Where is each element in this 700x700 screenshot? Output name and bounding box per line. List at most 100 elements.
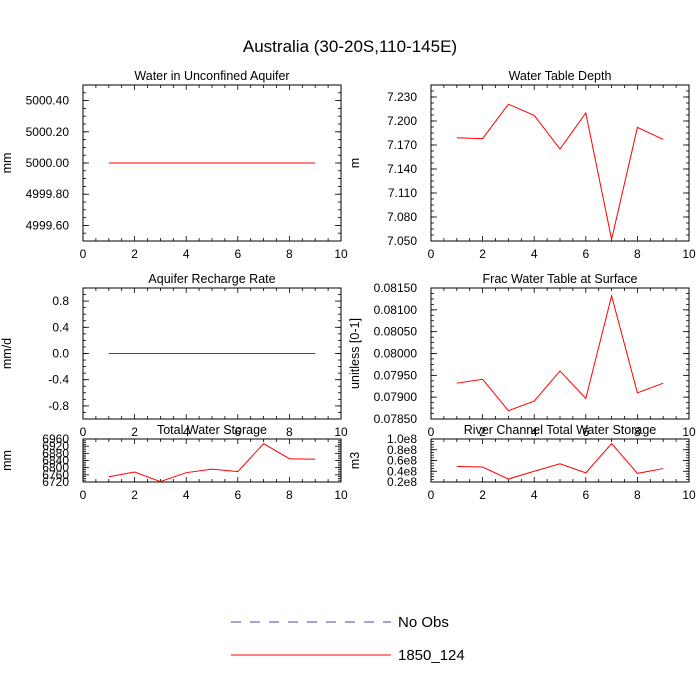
- data-point: [237, 162, 238, 163]
- panel-title: Total Water Storage: [157, 423, 267, 437]
- y-tick-label: 7.200: [387, 114, 417, 128]
- panel-title: River Channel Total Water Storage: [464, 423, 657, 437]
- data-point: [263, 443, 264, 444]
- y-tick-label: 0.08150: [374, 281, 418, 295]
- data-point: [186, 162, 187, 163]
- x-tick-label: 4: [531, 488, 538, 502]
- data-point: [559, 148, 560, 149]
- data-point: [585, 472, 586, 473]
- data-point: [663, 383, 664, 384]
- x-tick-label: 2: [131, 425, 138, 439]
- y-tick-label: 5000.40: [26, 94, 70, 108]
- data-point: [611, 295, 612, 296]
- x-tick-label: 8: [286, 488, 293, 502]
- x-tick-label: 0: [80, 425, 87, 439]
- x-tick-label: 10: [682, 425, 696, 439]
- y-tick-label: 0.0: [52, 347, 69, 361]
- x-tick-label: 10: [334, 488, 348, 502]
- data-point: [186, 353, 187, 354]
- x-tick-label: 10: [682, 247, 696, 261]
- series-line: [456, 293, 664, 412]
- data-point: [637, 127, 638, 128]
- y-tick-label: 6760: [42, 468, 69, 482]
- y-axis-label: mm: [0, 153, 14, 174]
- y-tick-label: 6720: [42, 475, 69, 489]
- y-tick-label: 7.080: [387, 210, 417, 224]
- y-axis-label: unitless [0-1]: [348, 318, 362, 389]
- x-tick-label: 6: [582, 488, 589, 502]
- x-tick-label: 6: [234, 425, 241, 439]
- y-tick-label: 0.6e8: [387, 454, 417, 468]
- data-point: [160, 481, 161, 482]
- y-tick-label: 5000.00: [26, 156, 70, 170]
- y-tick-label: 6920: [42, 439, 69, 453]
- data-point: [559, 370, 560, 371]
- data-point: [315, 162, 316, 163]
- x-tick-label: 0: [80, 247, 87, 261]
- data-point: [456, 383, 457, 384]
- x-tick-label: 4: [183, 488, 190, 502]
- data-point: [263, 353, 264, 354]
- data-point: [315, 353, 316, 354]
- data-point: [482, 466, 483, 467]
- x-tick-label: 6: [234, 247, 241, 261]
- y-tick-label: 6840: [42, 454, 69, 468]
- x-tick-label: 10: [334, 425, 348, 439]
- data-point: [456, 137, 457, 138]
- data-point: [482, 138, 483, 139]
- x-tick-label: 2: [479, 247, 486, 261]
- x-tick-label: 4: [183, 425, 190, 439]
- data-point: [585, 112, 586, 113]
- legend-label: No Obs: [398, 614, 449, 631]
- data-point: [508, 478, 509, 479]
- panel-4: Frac Water Table at Surface unitless [0-1…: [348, 272, 696, 439]
- data-point: [637, 473, 638, 474]
- data-point: [160, 353, 161, 354]
- y-tick-label: 0.08000: [374, 347, 418, 361]
- x-tick-label: 0: [428, 488, 435, 502]
- series-line: [456, 103, 664, 240]
- y-tick-label: -0.4: [48, 373, 69, 387]
- data-point: [508, 410, 509, 411]
- y-tick-label: 4999.80: [26, 187, 70, 201]
- y-tick-label: 6880: [42, 446, 69, 460]
- x-tick-label: 6: [234, 488, 241, 502]
- x-tick-label: 6: [582, 247, 589, 261]
- x-tick-label: 10: [334, 247, 348, 261]
- legend-label: 1850_124: [398, 647, 465, 664]
- data-point: [186, 472, 187, 473]
- panel-3: Aquifer Recharge Rate mm/d 0 2 4 6 8 10 -0.8 -0.4…: [0, 272, 348, 439]
- x-tick-label: 0: [428, 247, 435, 261]
- data-point: [663, 468, 664, 469]
- y-tick-label: 7.170: [387, 138, 417, 152]
- data-point: [108, 162, 109, 163]
- x-tick-label: 4: [531, 247, 538, 261]
- y-tick-label: 5000.20: [26, 125, 70, 139]
- y-tick-label: 7.230: [387, 90, 417, 104]
- data-point: [289, 458, 290, 459]
- panel-title: Water in Unconfined Aquifer: [134, 69, 289, 83]
- x-tick-label: 8: [634, 247, 641, 261]
- data-point: [160, 162, 161, 163]
- y-axis-label: mm: [0, 450, 14, 471]
- plot-frame: [430, 287, 690, 420]
- x-tick-label: 2: [131, 247, 138, 261]
- x-tick-label: 8: [286, 425, 293, 439]
- legend: No Obs 1850_124: [231, 614, 465, 664]
- plot-frame: [430, 84, 690, 242]
- y-tick-label: 0.8e8: [387, 443, 417, 457]
- plot-frame: [82, 438, 342, 483]
- data-point: [108, 353, 109, 354]
- panels: Water in Unconfined Aquifer mm 0 2 4 6 8 10 4999…: [0, 69, 696, 502]
- y-tick-label: 0.08050: [374, 325, 418, 339]
- x-tick-label: 4: [183, 247, 190, 261]
- x-tick-label: 2: [479, 425, 486, 439]
- data-point: [237, 353, 238, 354]
- y-tick-label: 0.07950: [374, 368, 418, 382]
- y-tick-label: 7.050: [387, 234, 417, 248]
- y-tick-label: 0.8: [52, 294, 69, 308]
- data-point: [585, 398, 586, 399]
- panel-5: Total Water Storage mm 0 2 4 6 8 10 672067606800…: [0, 423, 348, 502]
- data-point: [289, 162, 290, 163]
